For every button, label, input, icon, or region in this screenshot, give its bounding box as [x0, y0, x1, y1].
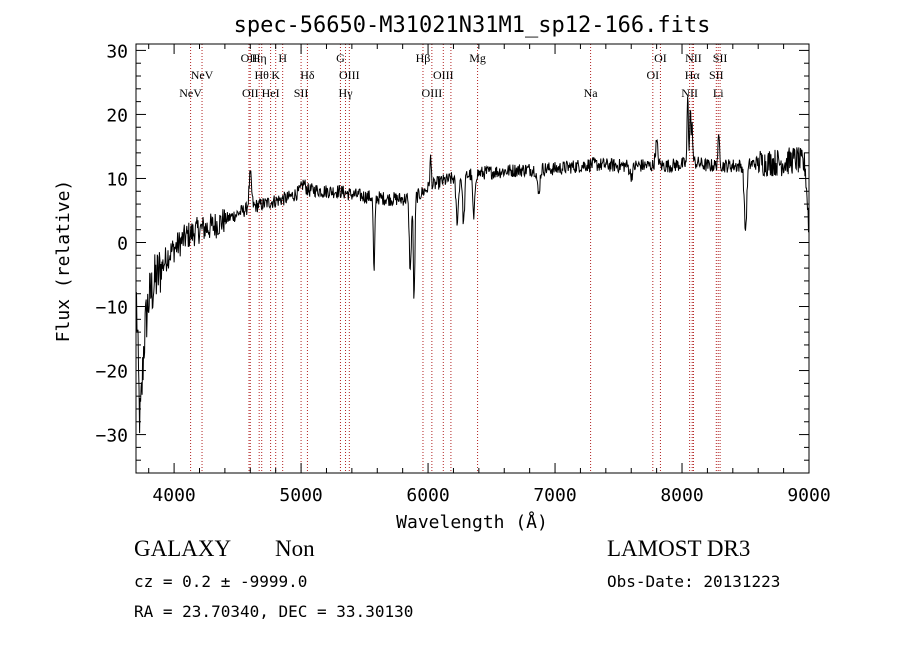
line-label: Mg: [469, 51, 486, 65]
ra-dec: RA = 23.70340, DEC = 33.30130: [134, 602, 414, 621]
redshift-cz: cz = 0.2 ± -9999.0: [134, 572, 308, 591]
x-axis-ticks: 4000 5000 6000 7000 8000 9000: [148, 44, 831, 506]
line-label: OIII: [422, 86, 443, 100]
x-tick-label: 9000: [787, 485, 830, 506]
line-label: OI: [646, 68, 659, 82]
line-label: OIII: [339, 68, 360, 82]
line-label: Hα: [685, 68, 701, 82]
line-label: Hβ: [416, 51, 431, 65]
spectrum-line: [136, 96, 809, 434]
line-label: OII: [241, 51, 258, 65]
line-label: NII: [685, 51, 702, 65]
object-class: GALAXY: [134, 536, 232, 561]
line-label: H: [278, 51, 287, 65]
x-tick-label: 4000: [152, 485, 195, 506]
line-label: OII: [242, 86, 259, 100]
x-tick-label: 7000: [533, 485, 576, 506]
line-label: SII: [709, 68, 724, 82]
plot-frame: [135, 43, 810, 474]
line-label: NeV: [179, 86, 202, 100]
x-tick-label: 6000: [406, 485, 449, 506]
chart-title: spec-56650-M31021N31M1_sp12-166.fits: [234, 13, 711, 38]
y-tick-label: −30: [95, 426, 128, 447]
y-tick-label: 0: [117, 233, 128, 254]
object-subclass: Non: [275, 536, 315, 561]
line-label: SII: [713, 51, 728, 65]
y-tick-label: 20: [106, 105, 128, 126]
y-axis-ticks: −30 −20 −10 0 10 20 30: [95, 41, 809, 474]
emission-line-labels: NeVNeVOIIOIIHηHθHeIKHSIIHδGHγOIIIHβOIIIO…: [179, 51, 727, 100]
line-label: Hδ: [300, 68, 315, 82]
x-axis-label: Wavelength (Å): [396, 511, 548, 533]
observation-date: Obs-Date: 20131223: [607, 572, 781, 591]
line-label: SII: [294, 86, 309, 100]
line-label: Na: [584, 86, 599, 100]
survey-name: LAMOST DR3: [607, 536, 751, 561]
emission-line-markers: [190, 44, 721, 473]
line-label: OI: [654, 51, 667, 65]
y-tick-label: −10: [95, 298, 128, 319]
x-tick-label: 8000: [660, 485, 703, 506]
line-label: NeV: [191, 68, 214, 82]
y-axis-label: Flux (relative): [53, 180, 74, 343]
y-tick-label: 10: [106, 169, 128, 190]
x-tick-label: 5000: [279, 485, 322, 506]
line-label: HeI: [262, 86, 280, 100]
line-label: Li: [713, 86, 724, 100]
y-tick-label: −20: [95, 362, 128, 383]
y-tick-label: 30: [106, 41, 128, 62]
line-label: Hη: [252, 51, 267, 65]
line-label: Hθ: [255, 68, 270, 82]
line-label: K: [271, 68, 280, 82]
line-label: Hγ: [339, 86, 354, 100]
line-label: OIII: [433, 68, 454, 82]
line-label: G: [336, 51, 345, 65]
line-label: NII: [681, 86, 698, 100]
